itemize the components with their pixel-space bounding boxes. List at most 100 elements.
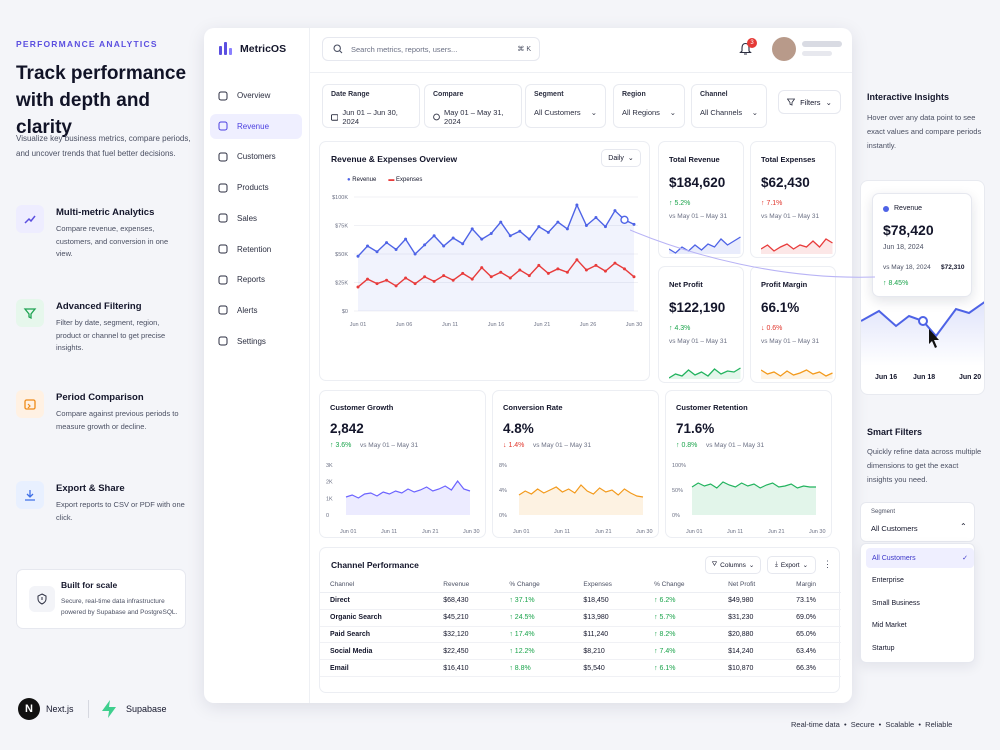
expenses-point[interactable] bbox=[518, 268, 522, 272]
sidebar-item-retention[interactable]: Retention bbox=[210, 237, 302, 262]
revenue-point[interactable] bbox=[575, 203, 579, 207]
revenue-point[interactable] bbox=[423, 243, 427, 247]
segment-option-startup[interactable]: Startup bbox=[872, 644, 895, 652]
metric-chart[interactable]: 3K 2K 1K 0 Jun 01 Jun 11 Jun 21 Jun 30 bbox=[320, 457, 487, 537]
search-input[interactable]: Search metrics, reports, users... ⌘ K bbox=[322, 37, 540, 61]
segment-select[interactable]: Segment All Customers ⌃ bbox=[860, 502, 975, 542]
expenses-point[interactable] bbox=[442, 274, 446, 278]
expenses-point[interactable] bbox=[508, 276, 512, 280]
revenue-point[interactable] bbox=[394, 247, 398, 251]
filters-button[interactable]: Filters ⌄ bbox=[778, 90, 841, 114]
expenses-point[interactable] bbox=[613, 261, 617, 265]
column-header[interactable]: % Change bbox=[644, 575, 719, 593]
sidebar-item-customers[interactable]: Customers bbox=[210, 144, 302, 169]
revenue-point[interactable] bbox=[518, 229, 522, 233]
revenue-point[interactable] bbox=[603, 225, 607, 229]
expenses-point[interactable] bbox=[622, 267, 626, 271]
revenue-point[interactable] bbox=[594, 216, 598, 220]
column-header[interactable]: Expenses bbox=[573, 575, 645, 593]
revenue-point[interactable] bbox=[432, 234, 436, 238]
revenue-point[interactable] bbox=[508, 234, 512, 238]
filter-date-range[interactable]: Date Range Jun 01 – Jun 30, 2024 bbox=[322, 84, 420, 128]
revenue-point[interactable] bbox=[404, 237, 408, 241]
revenue-point[interactable] bbox=[546, 230, 550, 234]
expenses-point[interactable] bbox=[451, 278, 455, 282]
expenses-point[interactable] bbox=[603, 269, 607, 273]
expenses-point[interactable] bbox=[404, 276, 408, 280]
revenue-point[interactable] bbox=[537, 225, 541, 229]
sidebar-item-sales[interactable]: Sales bbox=[210, 206, 302, 231]
revenue-point[interactable] bbox=[584, 224, 588, 227]
expenses-point[interactable] bbox=[565, 270, 569, 274]
revenue-point[interactable] bbox=[451, 236, 455, 240]
metric-chart[interactable]: 100% 50% 0% Jun 01 Jun 11 Jun 21 Jun 30 bbox=[666, 457, 833, 537]
expenses-point[interactable] bbox=[394, 284, 398, 288]
column-header[interactable]: Net Profit bbox=[718, 575, 787, 593]
revenue-point[interactable] bbox=[470, 227, 474, 231]
expenses-point[interactable] bbox=[432, 279, 436, 283]
segment-option-all-customers[interactable]: All Customers ✓ bbox=[866, 548, 974, 568]
sidebar-item-reports[interactable]: Reports bbox=[210, 267, 302, 292]
filter-compare[interactable]: Compare May 01 – May 31, 2024 bbox=[424, 84, 522, 128]
revenue-point[interactable] bbox=[556, 220, 560, 224]
table-row[interactable]: Paid Search $32,120 ↑ 17.4% $11,240 ↑ 8.2% $2… bbox=[320, 626, 841, 644]
revenue-point[interactable] bbox=[527, 237, 531, 241]
more-icon[interactable]: ⋮ bbox=[823, 559, 832, 569]
expenses-point[interactable] bbox=[375, 282, 379, 286]
filter-channel[interactable]: Channel All Channels ⌄ bbox=[691, 84, 767, 128]
sidebar-item-settings[interactable]: Settings bbox=[210, 329, 302, 354]
avatar[interactable] bbox=[772, 37, 796, 61]
revenue-point[interactable] bbox=[385, 241, 389, 245]
segment-option-enterprise[interactable]: Enterprise bbox=[872, 577, 904, 584]
sidebar-item-products[interactable]: Products bbox=[210, 175, 302, 200]
columns-button[interactable]: ⛛ Columns ⌄ bbox=[705, 556, 761, 574]
revenue-point[interactable] bbox=[413, 252, 417, 256]
revenue-point[interactable] bbox=[480, 237, 484, 241]
revenue-point[interactable] bbox=[613, 209, 617, 213]
revenue-point[interactable] bbox=[461, 242, 465, 246]
filter-segment[interactable]: Segment All Customers ⌄ bbox=[525, 84, 606, 128]
expenses-point[interactable] bbox=[480, 266, 484, 270]
expenses-point[interactable] bbox=[385, 278, 389, 282]
expenses-point[interactable] bbox=[489, 275, 493, 279]
expenses-point[interactable] bbox=[356, 285, 360, 289]
revenue-expenses-chart[interactable]: $100K $75K $50K $25K $0 Jun 01 Jun 06 Jun 11 Jun… bbox=[320, 187, 651, 377]
metric-chart[interactable]: 8% 4% 0% Jun 01 Jun 11 Jun 21 Jun 30 bbox=[493, 457, 660, 537]
revenue-point[interactable] bbox=[375, 250, 379, 254]
expenses-point[interactable] bbox=[413, 282, 417, 286]
segment-option-small-business[interactable]: Small Business bbox=[872, 599, 920, 607]
expenses-point[interactable] bbox=[632, 275, 636, 279]
revenue-point[interactable] bbox=[632, 222, 636, 226]
expenses-point[interactable] bbox=[575, 258, 579, 262]
table-row[interactable]: Email $16,410 ↑ 8.8% $5,540 ↑ 6.1% $10,870 66.… bbox=[320, 659, 841, 677]
column-header[interactable]: Revenue bbox=[433, 575, 500, 593]
period-dropdown[interactable]: Daily ⌄ bbox=[601, 149, 641, 167]
table-row[interactable]: Social Media $22,450 ↑ 12.2% $8,210 ↑ 7.4% $1… bbox=[320, 642, 841, 661]
expenses-point[interactable] bbox=[366, 277, 370, 281]
expenses-point[interactable] bbox=[594, 263, 598, 267]
column-header[interactable]: Channel bbox=[320, 575, 434, 593]
zoom-chart[interactable] bbox=[861, 181, 985, 395]
expenses-point[interactable] bbox=[499, 270, 503, 274]
sidebar-item-revenue[interactable]: Revenue bbox=[210, 113, 302, 139]
column-header[interactable]: Margin bbox=[786, 575, 841, 593]
column-header[interactable]: % Change bbox=[499, 575, 574, 593]
filter-region[interactable]: Region All Regions ⌄ bbox=[613, 84, 685, 128]
table-row[interactable]: Direct $68,430 ↑ 37.1% $18,450 ↑ 6.2% $49,980… bbox=[320, 592, 841, 610]
revenue-point[interactable] bbox=[442, 244, 446, 248]
table-row[interactable]: Organic Search $45,210 ↑ 24.5% $13,980 ↑ 5.7… bbox=[320, 609, 841, 627]
export-button[interactable]: ⤓ Export ⌄ bbox=[767, 556, 816, 574]
revenue-point[interactable] bbox=[565, 227, 569, 231]
sidebar-item-overview[interactable]: Overview bbox=[210, 83, 302, 108]
expenses-point[interactable] bbox=[546, 271, 550, 275]
revenue-point[interactable] bbox=[499, 220, 503, 224]
sidebar-item-alerts[interactable]: Alerts bbox=[210, 298, 302, 323]
revenue-point[interactable] bbox=[366, 244, 370, 248]
expenses-point[interactable] bbox=[470, 277, 474, 281]
expenses-point[interactable] bbox=[527, 274, 531, 278]
expenses-point[interactable] bbox=[537, 263, 541, 267]
revenue-point[interactable] bbox=[489, 231, 493, 235]
segment-option-mid-market[interactable]: Mid Market bbox=[872, 622, 907, 629]
hover-point[interactable] bbox=[918, 316, 928, 326]
highlight-point[interactable] bbox=[620, 215, 629, 224]
